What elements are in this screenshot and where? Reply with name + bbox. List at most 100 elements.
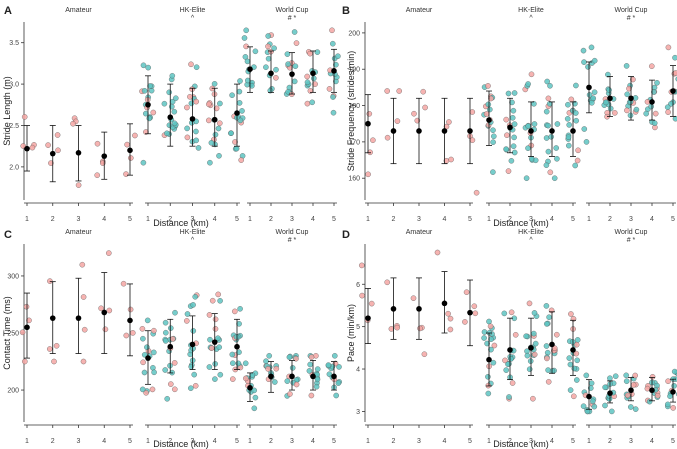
x-tick-label: 5 bbox=[671, 216, 675, 223]
data-point bbox=[545, 367, 551, 373]
mean-point bbox=[607, 390, 613, 396]
data-point bbox=[574, 157, 581, 164]
data-point bbox=[265, 55, 272, 62]
data-point bbox=[665, 44, 672, 51]
y-tick-label: 170 bbox=[348, 139, 360, 146]
data-point bbox=[510, 143, 517, 149]
mean-point bbox=[486, 356, 492, 363]
group-world-cup: World Cup# * 1 2 3 4 5 bbox=[580, 7, 677, 223]
data-point bbox=[171, 120, 178, 127]
data-point bbox=[208, 345, 215, 351]
data-point bbox=[512, 332, 519, 338]
data-point bbox=[626, 85, 632, 92]
data-point bbox=[573, 350, 580, 357]
x-tick-label: 3 bbox=[290, 216, 294, 223]
mean-point bbox=[127, 147, 133, 154]
data-point bbox=[20, 143, 26, 149]
data-point bbox=[581, 59, 587, 65]
y-tick-label: 4 bbox=[356, 367, 360, 374]
data-point bbox=[252, 48, 259, 55]
data-point bbox=[509, 115, 516, 121]
y-tick-label: 200 bbox=[348, 30, 360, 37]
data-point bbox=[123, 171, 129, 177]
mean-point bbox=[145, 101, 151, 108]
data-point bbox=[251, 387, 257, 394]
data-point bbox=[545, 122, 551, 129]
data-point bbox=[330, 40, 336, 47]
data-point bbox=[54, 132, 61, 138]
mean-point bbox=[507, 347, 513, 353]
data-point bbox=[544, 78, 550, 85]
panel-letter: C bbox=[4, 229, 12, 241]
data-point bbox=[568, 96, 575, 103]
data-point bbox=[239, 108, 245, 114]
data-point bbox=[671, 383, 677, 389]
data-point bbox=[564, 116, 571, 122]
data-point bbox=[207, 159, 213, 166]
data-point bbox=[314, 366, 321, 372]
data-point bbox=[623, 372, 629, 379]
data-point bbox=[308, 392, 315, 399]
mean-point bbox=[390, 128, 397, 134]
x-tick-label: 5 bbox=[128, 216, 132, 223]
data-point bbox=[326, 86, 333, 92]
mean-point bbox=[441, 300, 448, 307]
panel-C: C 200 250 300 Contact Time (ms) Distance (km)… bbox=[2, 229, 342, 449]
data-point bbox=[217, 120, 223, 126]
data-point bbox=[566, 142, 572, 149]
data-point bbox=[192, 383, 199, 389]
significance-marker: # * bbox=[288, 15, 297, 22]
data-point bbox=[149, 386, 156, 393]
data-point bbox=[503, 116, 509, 123]
x-tick-label: 3 bbox=[629, 216, 633, 223]
data-point bbox=[548, 134, 554, 140]
significance-marker: # * bbox=[627, 15, 636, 22]
x-tick-label: 3 bbox=[529, 438, 533, 445]
x-axis-title: Distance (km) bbox=[493, 439, 549, 449]
mean-point bbox=[365, 315, 371, 321]
data-point bbox=[79, 261, 86, 268]
group-amateur: Amateur 1 2 3 4 5 bbox=[359, 229, 479, 445]
data-point bbox=[624, 107, 630, 114]
data-point bbox=[546, 314, 552, 320]
data-point bbox=[267, 87, 274, 94]
data-point bbox=[648, 103, 654, 110]
x-tick-label: 2 bbox=[608, 438, 612, 445]
data-point bbox=[233, 334, 240, 340]
data-point bbox=[233, 145, 240, 152]
data-point bbox=[230, 376, 236, 382]
x-tick-label: 2 bbox=[168, 216, 172, 223]
data-point bbox=[654, 80, 660, 86]
data-point bbox=[483, 111, 490, 117]
data-point bbox=[469, 109, 476, 115]
x-tick-label: 5 bbox=[332, 216, 336, 223]
data-point bbox=[215, 291, 221, 298]
data-point bbox=[335, 380, 342, 386]
data-point bbox=[485, 101, 492, 108]
data-point bbox=[504, 132, 510, 138]
data-point bbox=[139, 326, 146, 332]
data-point bbox=[150, 109, 157, 116]
mean-point bbox=[649, 387, 655, 394]
data-point bbox=[487, 323, 494, 330]
data-point bbox=[544, 349, 551, 356]
y-tick-label: 200 bbox=[7, 388, 19, 395]
data-point bbox=[190, 328, 197, 334]
mean-point bbox=[549, 341, 555, 348]
facet-label: HK-Elite bbox=[180, 229, 206, 236]
data-point bbox=[531, 330, 537, 337]
significance-marker: ^ bbox=[191, 237, 195, 244]
y-tick-label: 160 bbox=[348, 176, 360, 183]
x-tick-label: 2 bbox=[269, 438, 273, 445]
data-point bbox=[585, 64, 591, 70]
data-point bbox=[472, 310, 479, 317]
data-point bbox=[195, 145, 202, 151]
data-point bbox=[123, 332, 130, 339]
data-point bbox=[584, 408, 591, 415]
significance-marker: ^ bbox=[191, 15, 195, 22]
mean-point bbox=[467, 128, 473, 134]
data-point bbox=[567, 387, 574, 393]
facet-label: World Cup bbox=[615, 7, 648, 14]
group-hk-elite: HK-Elite^ 1 2 3 4 5 bbox=[139, 7, 246, 223]
data-point bbox=[575, 147, 581, 154]
